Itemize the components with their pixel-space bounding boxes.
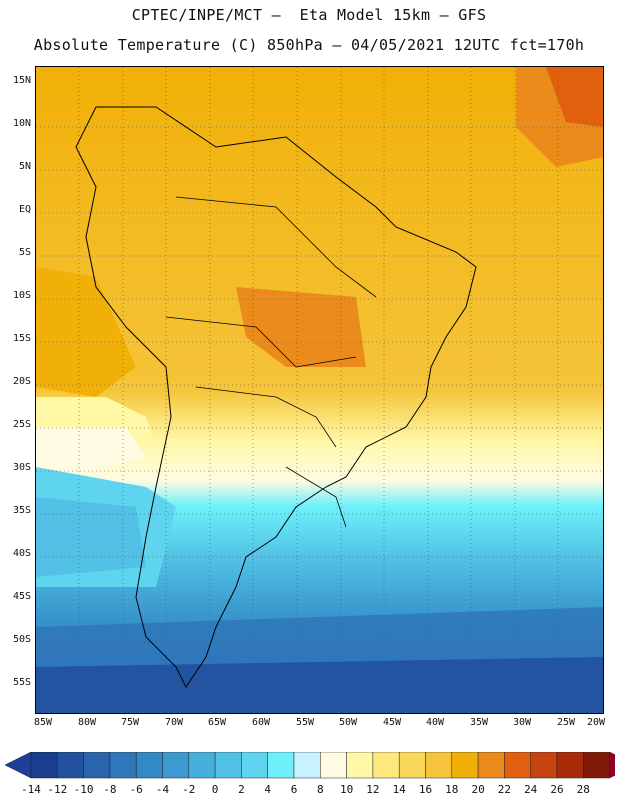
colorbar-tick-label: 8 [316, 783, 324, 796]
colorbar-swatch [109, 752, 137, 779]
lon-label-45w: 45W [382, 717, 402, 728]
colorbar-swatch [556, 752, 584, 779]
lat-label-15s: 15S [12, 333, 31, 344]
colorbar-tick-label: -12 [47, 783, 68, 796]
colorbar-swatch [477, 752, 505, 779]
lon-label-30w: 30W [512, 717, 532, 728]
colorbar-tick-label: 16 [418, 783, 433, 796]
colorbar-swatch [30, 752, 58, 779]
colorbar-tick-label: 14 [392, 783, 406, 796]
lat-label-25s: 25S [12, 419, 31, 430]
title-line-2: Absolute Temperature (C) 850hPa – 04/05/… [33, 36, 585, 54]
lon-label-70w: 70W [164, 717, 184, 728]
lon-label-35w: 35W [469, 717, 489, 728]
lat-label-15n: 15N [12, 75, 31, 86]
lat-label-40s: 40S [12, 548, 31, 559]
colorbar-swatch [504, 752, 531, 779]
lat-label-30s: 30S [12, 462, 31, 473]
lon-label-50w: 50W [338, 717, 358, 728]
lat-label-10n: 10N [12, 118, 31, 129]
colorbar-swatch [135, 752, 163, 779]
colorbar-swatch [57, 752, 84, 779]
lat-label-20s: 20S [12, 376, 31, 387]
lat-label-5s: 5S [18, 247, 31, 258]
lat-label-5n: 5N [18, 161, 31, 172]
colorbar-swatch [425, 752, 453, 779]
lat-label-10s: 10S [12, 290, 31, 301]
colorbar-swatch [267, 752, 295, 779]
lat-label-eq: EQ [18, 204, 31, 215]
colorbar-tick-label: 20 [471, 783, 485, 796]
colorbar-swatch [398, 752, 426, 779]
colorbar-swatch [372, 752, 400, 779]
lat-label-50s: 50S [12, 634, 31, 645]
colorbar-tick-label: -14 [21, 783, 41, 796]
colorbar-swatch [214, 752, 242, 779]
colorbar-tick-label: -10 [73, 783, 94, 796]
lon-label-55w: 55W [295, 717, 315, 728]
colorbar-tick-label: -2 [182, 783, 196, 796]
temperature-map [35, 66, 604, 714]
lon-label-85w: 85W [33, 717, 53, 728]
colorbar-tick-label: 2 [238, 783, 245, 796]
colorbar-swatch [162, 752, 190, 779]
title-line-1: CPTEC/INPE/MCT – Eta Model 15km – GFS [131, 6, 487, 24]
colorbar-swatch [583, 752, 610, 779]
colorbar-over-arrow [609, 752, 615, 779]
lon-label-80w: 80W [77, 717, 97, 728]
lat-label-35s: 35S [12, 505, 31, 516]
colorbar-swatch [346, 752, 374, 779]
lon-label-65w: 65W [207, 717, 227, 728]
lon-label-75w: 75W [120, 717, 140, 728]
colorbar-tick-label: 26 [550, 783, 564, 796]
colorbar-tick-label: 18 [445, 783, 459, 796]
colorbar-tick-label: 10 [339, 783, 354, 796]
temperature-map-svg [36, 67, 603, 713]
colorbar-swatch [241, 752, 268, 779]
colorbar-tick-label: 28 [576, 783, 590, 796]
lon-label-60w: 60W [251, 717, 271, 728]
colorbar-tick-label: -4 [155, 783, 170, 796]
colorbar-tick-label: 4 [264, 783, 271, 796]
colorbar-swatch [293, 752, 321, 779]
colorbar-tick-label: -8 [103, 783, 117, 796]
colorbar-tick-label: 6 [290, 783, 298, 796]
colorbar-swatch [188, 752, 216, 779]
colorbar-swatch [530, 752, 558, 779]
colorbar-tick-label: 12 [366, 783, 380, 796]
lon-label-40w: 40W [425, 717, 445, 728]
colorbar-swatch [320, 752, 347, 779]
colorbar-swatch [451, 752, 479, 779]
continent-outline [75, 106, 477, 688]
lat-label-45s: 45S [12, 591, 31, 602]
colorbar-tick-label: 24 [524, 783, 538, 796]
colorbar-tick-label: -6 [129, 783, 143, 796]
colorbar-tick-label: 0 [211, 783, 219, 796]
lon-label-20w: 20W [586, 717, 606, 728]
lat-label-55s: 55S [12, 677, 31, 688]
colorbar-under-arrow [5, 752, 32, 779]
colorbar-swatch [83, 752, 111, 779]
lon-label-25w: 25W [556, 717, 576, 728]
colorbar-tick-label: 22 [497, 783, 512, 796]
colorbar [5, 752, 615, 779]
